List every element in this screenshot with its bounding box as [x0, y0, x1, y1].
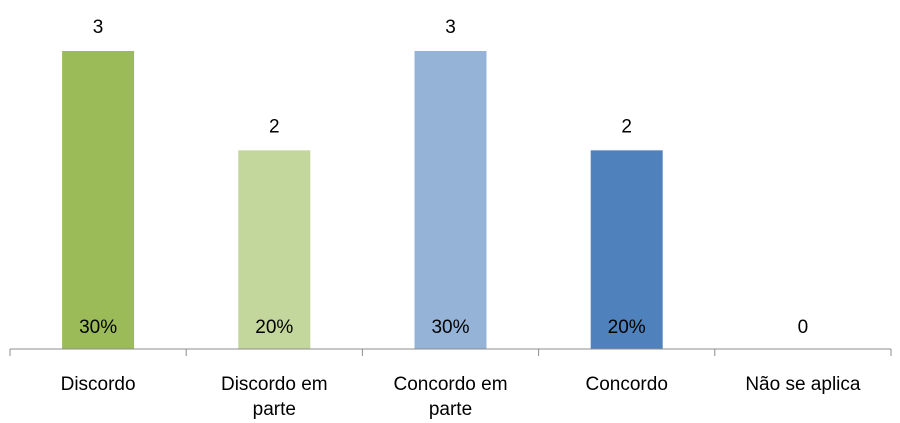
percent-label: 30%	[79, 317, 117, 338]
category-label: Concordo	[586, 374, 668, 395]
category-axis: Discordo Discordo em parte Concordo em parte…	[9, 348, 892, 420]
bar	[590, 150, 663, 349]
bar	[238, 150, 311, 349]
percent-label: 30%	[431, 317, 469, 338]
value-label: 3	[445, 17, 456, 38]
value-label: 3	[93, 17, 104, 38]
data-labels: 3 30% 2 20% 3 30% 2 20% 0	[79, 17, 808, 338]
category-label: Não se aplica	[745, 374, 861, 395]
bar	[62, 51, 135, 349]
bar	[414, 51, 487, 349]
value-label: 2	[621, 116, 632, 137]
value-label: 0	[798, 317, 809, 338]
percent-label: 20%	[255, 317, 293, 338]
category-label: Discordo	[61, 374, 136, 395]
category-label: Concordo em parte	[393, 374, 507, 420]
bars	[62, 51, 663, 349]
value-label: 2	[269, 116, 280, 137]
percent-label: 20%	[608, 317, 646, 338]
category-label: Discordo em parte	[221, 374, 328, 420]
